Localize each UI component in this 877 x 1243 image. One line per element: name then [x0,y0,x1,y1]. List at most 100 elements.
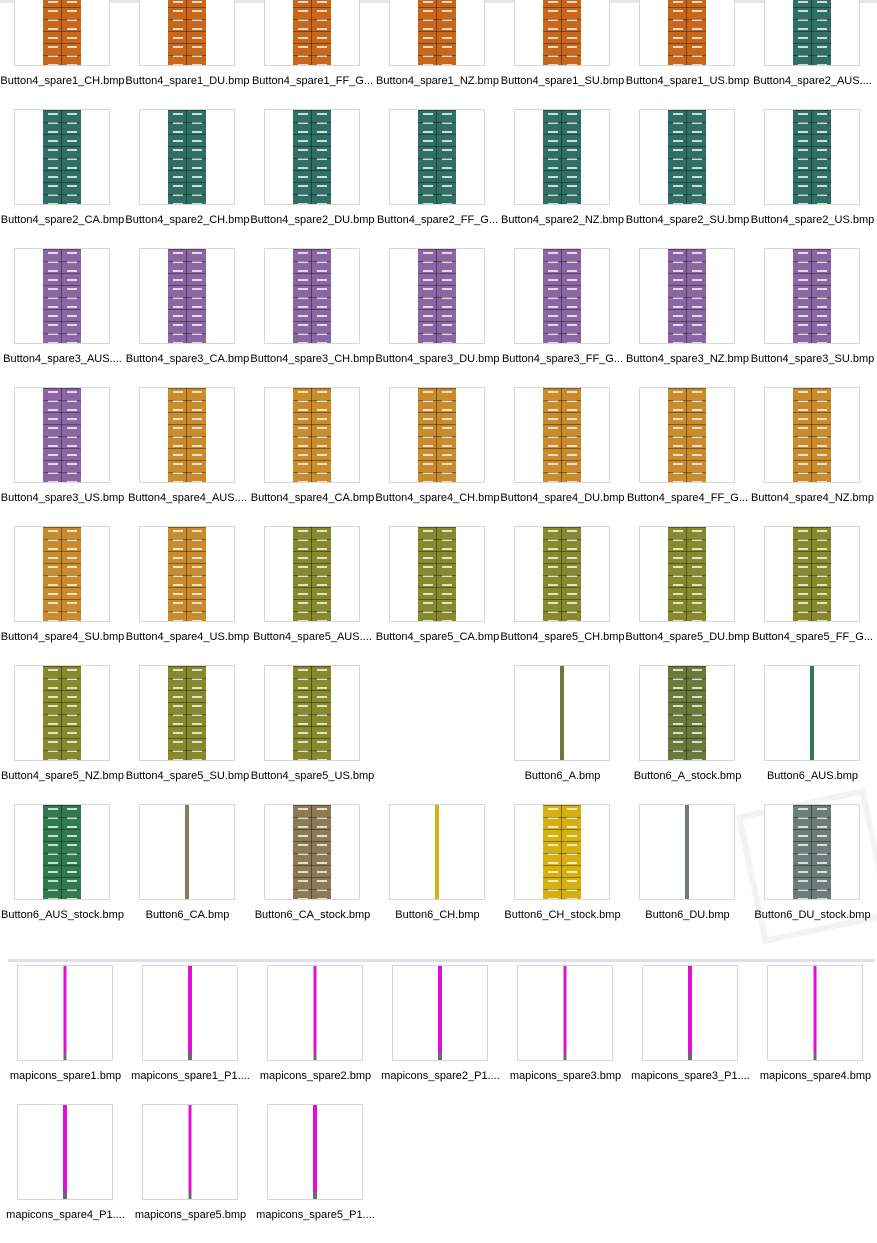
file-thumbnail[interactable] [639,526,735,622]
file-item[interactable]: Button6_DU_stock.bmp [750,804,875,943]
file-thumbnail[interactable] [14,0,110,66]
file-thumbnail[interactable] [392,965,488,1061]
file-thumbnail[interactable] [514,109,610,205]
file-thumbnail[interactable] [514,0,610,66]
file-item[interactable]: Button4_spare1_SU.bmp [500,0,625,109]
file-item[interactable]: Button6_CH.bmp [375,804,500,943]
file-thumbnail[interactable] [14,804,110,900]
file-item[interactable]: mapicons_spare2_P1.... [378,965,503,1104]
file-thumbnail[interactable] [142,965,238,1061]
file-thumbnail[interactable] [139,804,235,900]
file-item[interactable]: Button6_AUS_stock.bmp [0,804,125,943]
file-item[interactable]: Button4_spare2_DU.bmp [250,109,375,248]
file-thumbnail[interactable] [639,109,735,205]
file-thumbnail[interactable] [14,387,110,483]
file-thumbnail[interactable] [139,248,235,344]
file-thumbnail[interactable] [514,248,610,344]
file-thumbnail[interactable] [639,387,735,483]
file-thumbnail[interactable] [639,665,735,761]
file-item[interactable]: Button4_spare1_DU.bmp [125,0,250,109]
file-thumbnail[interactable] [139,665,235,761]
file-item[interactable]: Button4_spare5_AUS.... [250,526,375,665]
file-item[interactable]: Button4_spare3_SU.bmp [750,248,875,387]
file-item[interactable]: Button4_spare2_US.bmp [750,109,875,248]
file-thumbnail[interactable] [264,804,360,900]
file-item[interactable]: mapicons_spare4_P1.... [3,1104,128,1243]
file-item[interactable]: Button4_spare3_FF_G... [500,248,625,387]
file-item[interactable]: mapicons_spare3.bmp [503,965,628,1104]
file-item[interactable]: Button4_spare2_CH.bmp [125,109,250,248]
file-item[interactable]: Button4_spare4_CA.bmp [250,387,375,526]
file-item[interactable]: Button4_spare2_NZ.bmp [500,109,625,248]
file-thumbnail[interactable] [14,526,110,622]
file-item[interactable]: mapicons_spare4.bmp [753,965,877,1104]
file-item[interactable]: Button4_spare3_AUS.... [0,248,125,387]
file-item[interactable]: Button4_spare4_SU.bmp [0,526,125,665]
file-thumbnail[interactable] [639,804,735,900]
file-item[interactable]: Button4_spare3_CA.bmp [125,248,250,387]
file-item[interactable]: mapicons_spare3_P1.... [628,965,753,1104]
file-item[interactable]: Button4_spare4_DU.bmp [500,387,625,526]
file-item[interactable]: Button6_A.bmp [500,665,625,804]
file-thumbnail[interactable] [389,387,485,483]
file-item[interactable]: Button4_spare3_CH.bmp [250,248,375,387]
file-item[interactable]: Button4_spare1_FF_G... [250,0,375,109]
file-item[interactable]: Button4_spare4_CH.bmp [375,387,500,526]
file-thumbnail[interactable] [514,804,610,900]
file-item[interactable]: Button4_spare1_NZ.bmp [375,0,500,109]
file-thumbnail[interactable] [767,965,863,1061]
file-item[interactable]: Button6_CA.bmp [125,804,250,943]
file-thumbnail[interactable] [639,0,735,66]
file-item[interactable]: mapicons_spare5.bmp [128,1104,253,1243]
file-item[interactable]: mapicons_spare1.bmp [3,965,128,1104]
file-thumbnail[interactable] [764,387,860,483]
file-item[interactable]: Button4_spare4_AUS.... [125,387,250,526]
file-thumbnail[interactable] [517,965,613,1061]
file-thumbnail[interactable] [264,0,360,66]
file-thumbnail[interactable] [139,387,235,483]
file-item[interactable]: Button4_spare2_SU.bmp [625,109,750,248]
file-item[interactable]: Button4_spare4_US.bmp [125,526,250,665]
file-item[interactable]: Button4_spare1_US.bmp [625,0,750,109]
file-item[interactable]: Button4_spare5_US.bmp [250,665,375,804]
file-thumbnail[interactable] [139,109,235,205]
file-item[interactable]: Button4_spare5_CH.bmp [500,526,625,665]
file-thumbnail[interactable] [14,665,110,761]
file-thumbnail[interactable] [14,109,110,205]
file-item[interactable]: Button6_CA_stock.bmp [250,804,375,943]
file-item[interactable]: Button6_DU.bmp [625,804,750,943]
file-item[interactable]: Button4_spare2_AUS.... [750,0,875,109]
file-thumbnail[interactable] [389,526,485,622]
file-thumbnail[interactable] [267,965,363,1061]
file-thumbnail[interactable] [389,0,485,66]
file-item[interactable]: Button4_spare5_CA.bmp [375,526,500,665]
file-thumbnail[interactable] [17,965,113,1061]
file-item[interactable]: Button4_spare3_DU.bmp [375,248,500,387]
file-item[interactable]: mapicons_spare5_P1.... [253,1104,378,1243]
file-thumbnail[interactable] [639,248,735,344]
file-thumbnail[interactable] [389,248,485,344]
file-thumbnail[interactable] [264,526,360,622]
file-item[interactable]: mapicons_spare1_P1.... [128,965,253,1104]
file-item[interactable]: Button4_spare3_NZ.bmp [625,248,750,387]
file-thumbnail[interactable] [514,387,610,483]
file-thumbnail[interactable] [764,109,860,205]
file-item[interactable]: Button4_spare4_FF_G... [625,387,750,526]
file-thumbnail[interactable] [642,965,738,1061]
file-item[interactable]: Button4_spare5_FF_G... [750,526,875,665]
file-item[interactable]: Button6_AUS.bmp [750,665,875,804]
file-item[interactable]: Button4_spare2_CA.bmp [0,109,125,248]
file-thumbnail[interactable] [389,804,485,900]
file-thumbnail[interactable] [264,109,360,205]
file-item[interactable]: Button6_A_stock.bmp [625,665,750,804]
file-item[interactable]: Button4_spare5_SU.bmp [125,665,250,804]
file-thumbnail[interactable] [764,526,860,622]
file-thumbnail[interactable] [264,248,360,344]
file-item[interactable]: Button4_spare2_FF_G... [375,109,500,248]
file-item[interactable]: Button4_spare5_DU.bmp [625,526,750,665]
file-thumbnail[interactable] [264,387,360,483]
file-thumbnail[interactable] [139,0,235,66]
file-thumbnail[interactable] [764,665,860,761]
file-thumbnail[interactable] [764,804,860,900]
file-thumbnail[interactable] [514,526,610,622]
